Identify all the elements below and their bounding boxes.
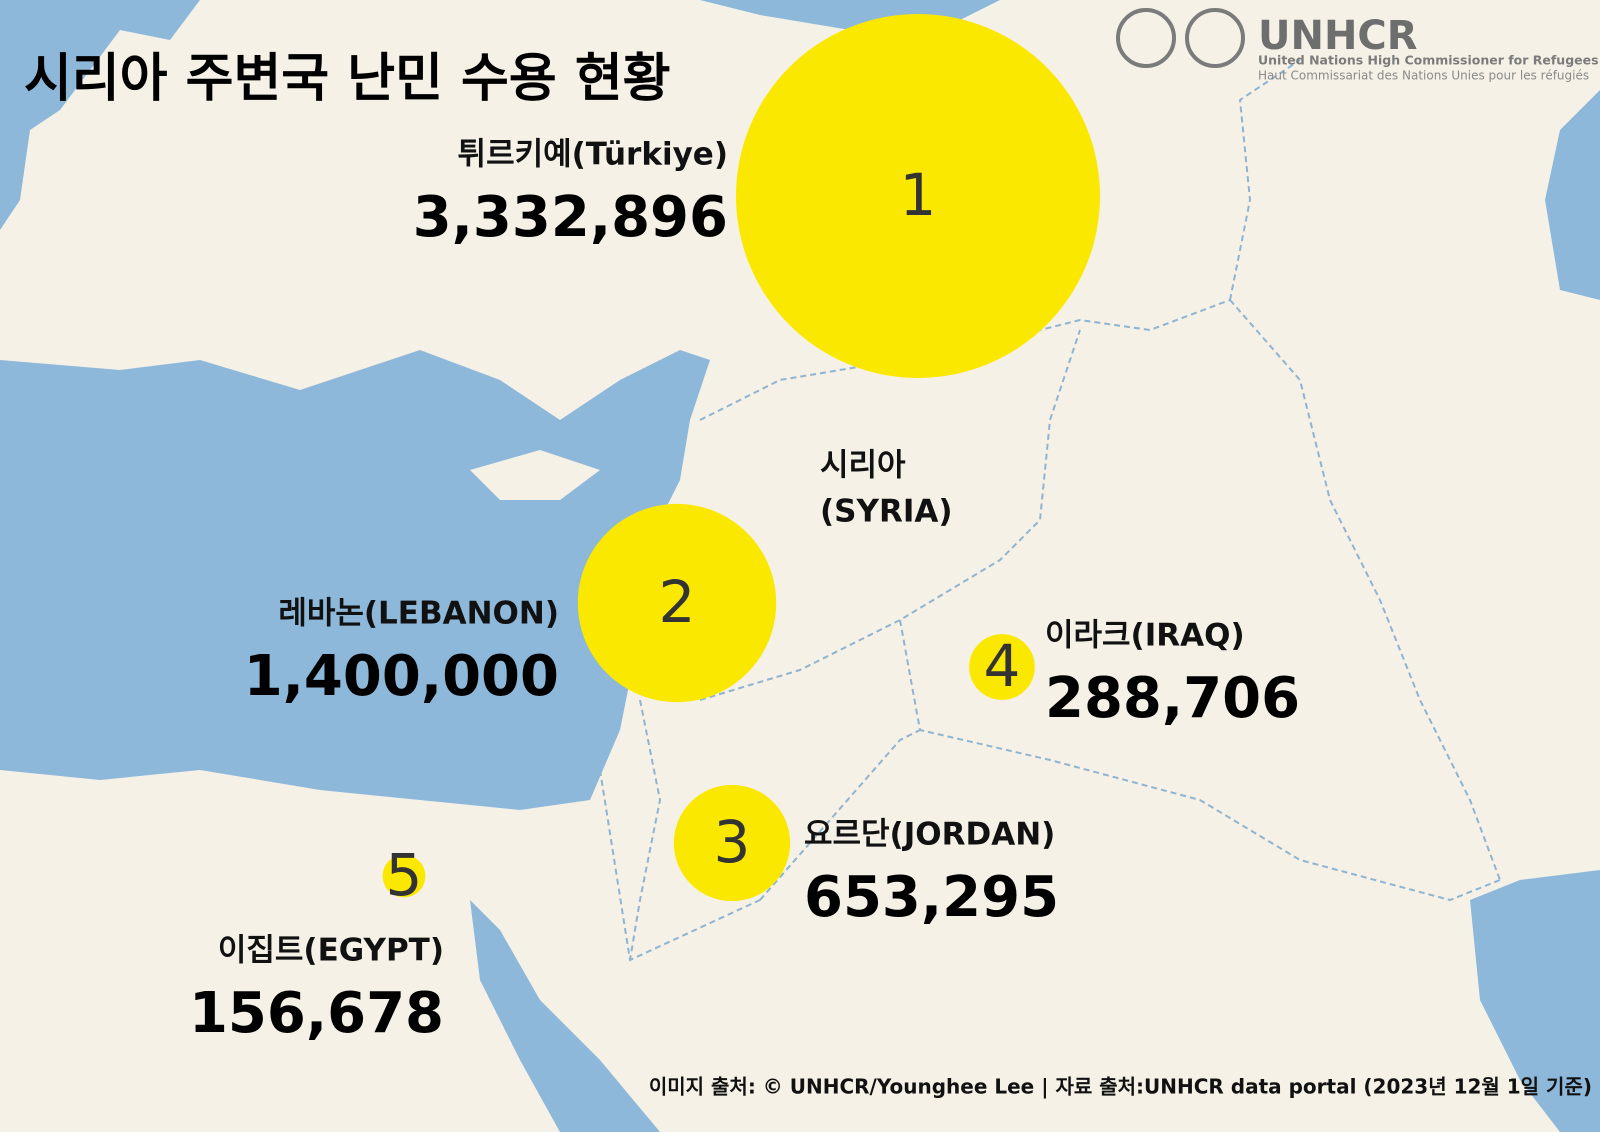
- country-name: 이라크(IRAQ): [1045, 618, 1245, 654]
- cyprus: [470, 450, 600, 500]
- syria-label: 시리아: [820, 448, 906, 484]
- refugee-bubble: [969, 634, 1035, 700]
- logo-line: Haut Commissariat des Nations Unies pour…: [1258, 69, 1589, 83]
- country-name: 튀르키예(Türkiye): [458, 137, 728, 173]
- logo-name: UNHCR: [1258, 13, 1418, 59]
- refugee-count: 653,295: [804, 865, 1059, 930]
- refugee-bubble: [736, 14, 1100, 378]
- refugee-count: 156,678: [189, 981, 444, 1046]
- country-name: 이집트(EGYPT): [218, 933, 444, 969]
- logo-line: United Nations High Commissioner for Ref…: [1258, 53, 1599, 68]
- refugee-bubble: [382, 854, 426, 898]
- unhcr-emblem: [1185, 8, 1245, 68]
- refugee-bubble: [673, 784, 791, 902]
- country-name: 레바논(LEBANON): [278, 596, 559, 632]
- logo: UNHCR United Nations High Commissioner f…: [1116, 8, 1599, 83]
- refugee-count: 288,706: [1045, 666, 1300, 731]
- rank: 3: [714, 808, 751, 876]
- syria-label: (SYRIA): [820, 494, 953, 530]
- refugee-count: 1,400,000: [244, 644, 559, 709]
- rank: 4: [984, 632, 1021, 700]
- rank: 1: [900, 161, 937, 229]
- rank: 5: [386, 841, 423, 909]
- footer: 이미지 출처: © UNHCR/Younghee Lee | 자료 출처:UNH…: [649, 1075, 1592, 1099]
- un-emblem: [1116, 8, 1176, 68]
- refugee-count: 3,332,896: [413, 185, 728, 250]
- country-name: 요르단(JORDAN): [804, 817, 1055, 853]
- title: 시리아 주변국 난민 수용 현황: [24, 49, 671, 109]
- rank: 2: [659, 568, 696, 636]
- refugee-bubble: [577, 503, 777, 703]
